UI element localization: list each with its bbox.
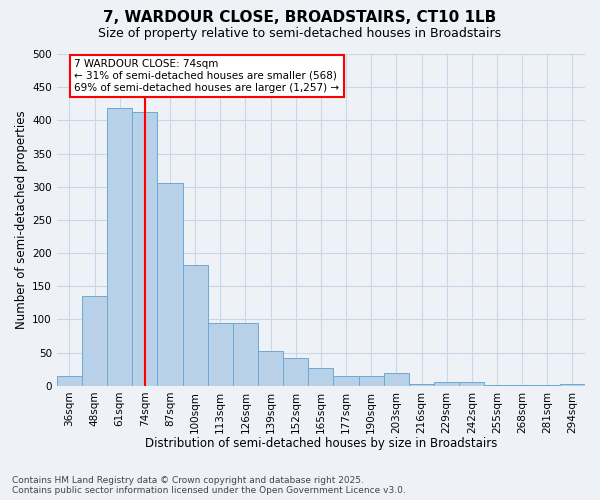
Bar (308, 368, 334, 386)
Bar (258, 350, 283, 386)
Bar (107, 108, 132, 386)
Text: Size of property relative to semi-detached houses in Broadstairs: Size of property relative to semi-detach… (98, 28, 502, 40)
Bar (409, 384, 434, 386)
Bar (434, 382, 459, 386)
Text: Contains HM Land Registry data © Crown copyright and database right 2025.
Contai: Contains HM Land Registry data © Crown c… (12, 476, 406, 495)
Bar (283, 358, 308, 386)
Bar (233, 323, 258, 386)
Bar (157, 184, 182, 386)
X-axis label: Distribution of semi-detached houses by size in Broadstairs: Distribution of semi-detached houses by … (145, 437, 497, 450)
Bar (459, 382, 484, 386)
Bar (208, 323, 233, 386)
Text: 7, WARDOUR CLOSE, BROADSTAIRS, CT10 1LB: 7, WARDOUR CLOSE, BROADSTAIRS, CT10 1LB (103, 10, 497, 25)
Bar (359, 376, 384, 386)
Bar (334, 376, 359, 386)
Bar (384, 372, 409, 386)
Bar (509, 385, 535, 386)
Bar (535, 385, 560, 386)
Bar (132, 112, 157, 386)
Bar (484, 384, 509, 386)
Bar (82, 296, 107, 386)
Text: 7 WARDOUR CLOSE: 74sqm
← 31% of semi-detached houses are smaller (568)
69% of se: 7 WARDOUR CLOSE: 74sqm ← 31% of semi-det… (74, 60, 340, 92)
Bar (57, 376, 82, 386)
Y-axis label: Number of semi-detached properties: Number of semi-detached properties (15, 110, 28, 329)
Bar (560, 384, 585, 386)
Bar (182, 265, 208, 386)
